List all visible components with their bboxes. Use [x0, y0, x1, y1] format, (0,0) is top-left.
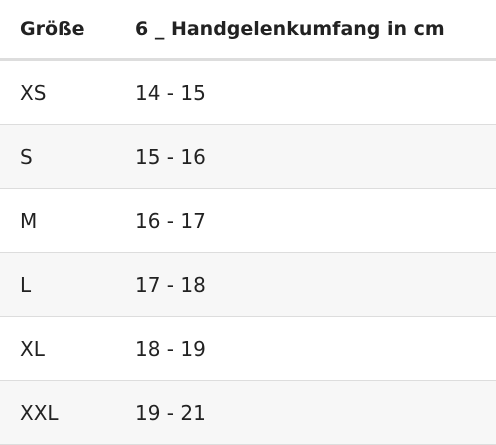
table-cell: XXL — [0, 380, 115, 445]
table-cell: 17 - 18 — [115, 252, 496, 317]
table-cell: S — [0, 124, 115, 189]
table-header: Größe 6 _ Handgelenkumfang in cm — [0, 0, 496, 61]
table-cell: L — [0, 252, 115, 317]
table-cell: 14 - 15 — [115, 59, 496, 125]
table-cell: XL — [0, 316, 115, 381]
header-cell: Größe — [0, 0, 115, 61]
header-cell: 6 _ Handgelenkumfang in cm — [115, 0, 496, 61]
table-cell: 19 - 21 — [115, 380, 496, 445]
table-cell: 15 - 16 — [115, 124, 496, 189]
table-row: S 15 - 16 — [0, 124, 496, 189]
table-row: M 16 - 17 — [0, 188, 496, 253]
table-body: XS 14 - 15 S 15 - 16 M 16 - 17 L 17 - 18 XL 18 - … — [0, 59, 496, 445]
table-row: L 17 - 18 — [0, 252, 496, 317]
table-row: XS 14 - 15 — [0, 59, 496, 125]
table-row: XXL 19 - 21 — [0, 380, 496, 445]
table-cell: XS — [0, 59, 115, 125]
table-row: XL 18 - 19 — [0, 316, 496, 381]
header-row: Größe 6 _ Handgelenkumfang in cm — [0, 0, 496, 61]
table-cell: M — [0, 188, 115, 253]
table-cell: 16 - 17 — [115, 188, 496, 253]
table-cell: 18 - 19 — [115, 316, 496, 381]
